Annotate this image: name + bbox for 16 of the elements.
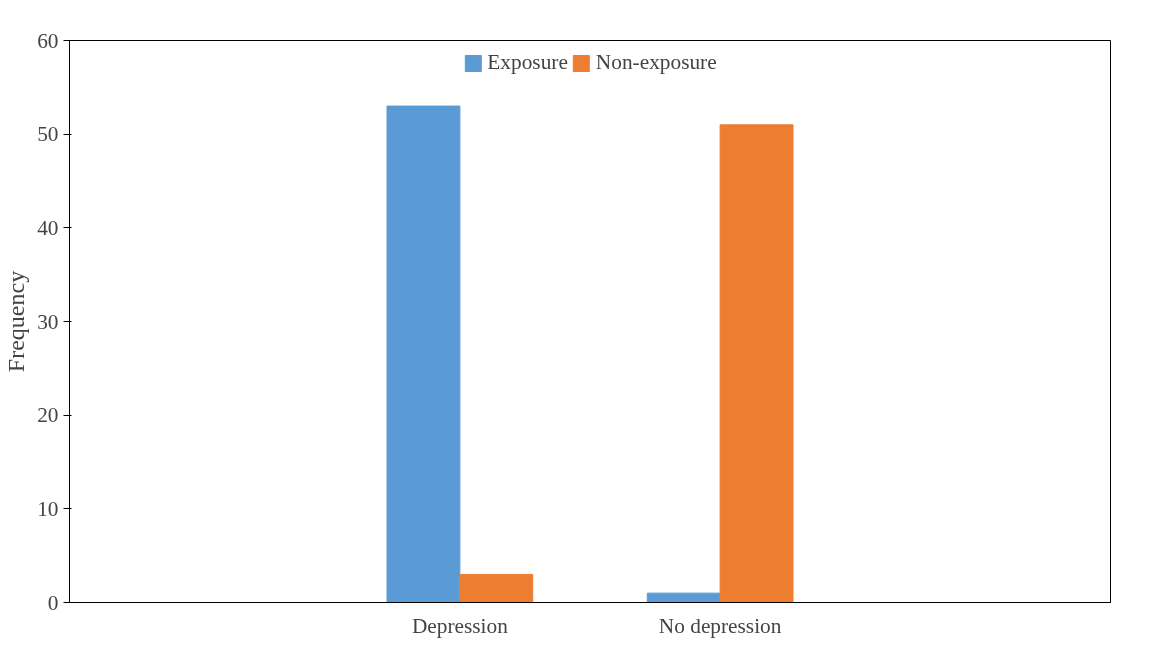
y-tick-label: 40 xyxy=(37,215,59,240)
bar xyxy=(719,124,794,603)
y-tick-label: 30 xyxy=(37,309,59,334)
bar xyxy=(646,592,721,603)
legend-label: Non-exposure xyxy=(595,50,717,75)
y-tick-label: 20 xyxy=(37,403,59,428)
y-axis-title: Frequency xyxy=(3,270,30,373)
legend-label: Exposure xyxy=(487,50,568,75)
bar xyxy=(386,105,461,603)
x-tick-label: No depression xyxy=(658,613,782,638)
bar xyxy=(459,573,534,603)
y-tick-label: 0 xyxy=(47,590,59,615)
y-tick-label: 50 xyxy=(37,122,59,147)
y-tick-label: 60 xyxy=(37,28,59,53)
y-tick-label: 10 xyxy=(37,496,59,521)
x-tick-label: Depression xyxy=(411,613,509,638)
